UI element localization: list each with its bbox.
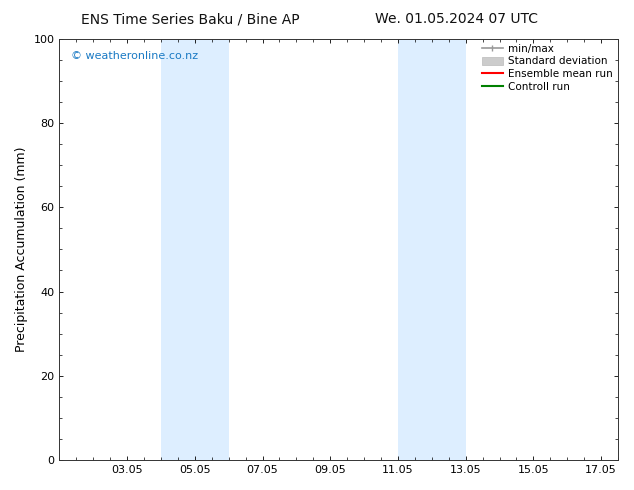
Bar — [161, 39, 229, 460]
Text: We. 01.05.2024 07 UTC: We. 01.05.2024 07 UTC — [375, 12, 538, 26]
Legend: min/max, Standard deviation, Ensemble mean run, Controll run: min/max, Standard deviation, Ensemble me… — [482, 44, 613, 92]
Bar — [398, 39, 465, 460]
Y-axis label: Precipitation Accumulation (mm): Precipitation Accumulation (mm) — [15, 147, 28, 352]
Text: ENS Time Series Baku / Bine AP: ENS Time Series Baku / Bine AP — [81, 12, 299, 26]
Text: © weatheronline.co.nz: © weatheronline.co.nz — [70, 51, 198, 61]
